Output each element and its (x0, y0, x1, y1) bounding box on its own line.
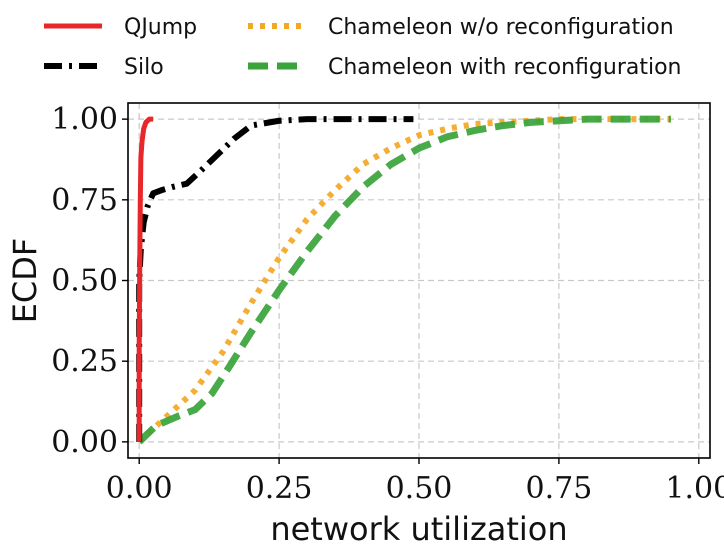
series-line-3 (136, 115, 671, 445)
series-line-0 (136, 116, 154, 442)
x-tick-label: 0.25 (246, 471, 313, 506)
series-lines (136, 115, 671, 445)
series-line-1 (136, 116, 414, 442)
legend-label-2: Chameleon w/o reconfiguration (328, 15, 674, 40)
y-tick-label: 1.00 (51, 102, 118, 137)
y-tick-labels: 0.00 0.25 0.50 0.75 1.00 (51, 102, 128, 460)
x-tick-labels: 0.00 0.25 0.50 0.75 1.00 (106, 458, 724, 506)
legend: QJump Silo Chameleon w/o reconfiguration Ch… (44, 15, 682, 80)
legend-label-1: Silo (124, 55, 164, 80)
y-tick-label: 0.50 (51, 264, 118, 299)
x-axis-label: network utilization (270, 510, 567, 548)
x-tick-label: 0.00 (106, 471, 173, 506)
legend-label-0: QJump (124, 15, 197, 40)
x-tick-label: 0.50 (386, 471, 453, 506)
x-tick-label: 0.75 (526, 471, 593, 506)
y-axis-label: ECDF (6, 238, 44, 324)
legend-label-3: Chameleon with reconfiguration (328, 55, 682, 80)
grid (128, 103, 710, 458)
y-tick-label: 0.25 (51, 344, 118, 379)
x-tick-label: 1.00 (665, 471, 724, 506)
y-tick-label: 0.75 (51, 183, 118, 218)
y-tick-label: 0.00 (51, 425, 118, 460)
